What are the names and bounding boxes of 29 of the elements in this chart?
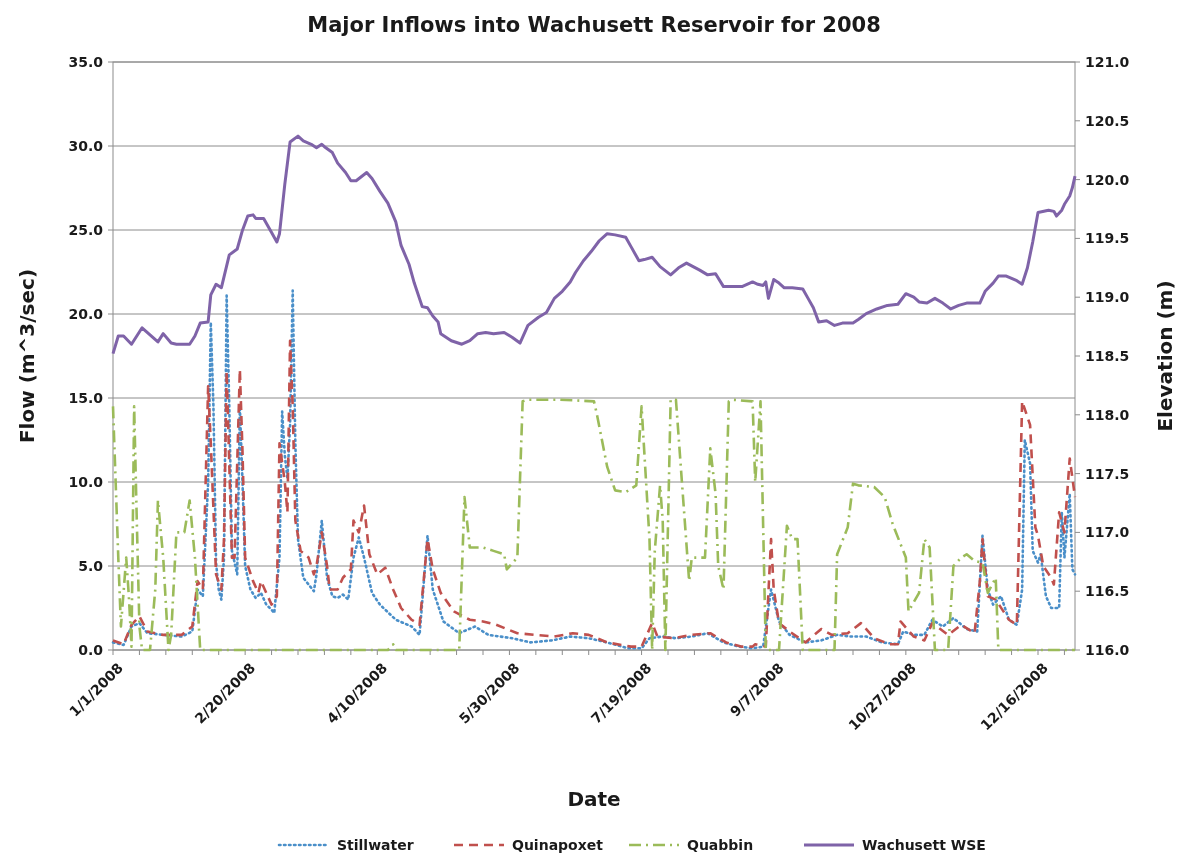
y-axis-title: Flow (m^3/sec) <box>15 268 39 444</box>
y-tick-label: 10.0 <box>68 473 104 490</box>
legend-label: Wachusett WSE <box>862 836 986 853</box>
y-tick-label: 25.0 <box>68 221 104 238</box>
y2-tick-label: 118.0 <box>1085 406 1130 423</box>
y2-tick-label: 119.5 <box>1085 230 1130 247</box>
y2-tick-label: 118.5 <box>1085 347 1130 364</box>
y2-tick-label: 116.0 <box>1085 641 1130 658</box>
y-tick-label: 30.0 <box>68 137 104 154</box>
y-tick-label: 0.0 <box>78 641 104 658</box>
x-axis-title: Date <box>567 787 621 811</box>
y-tick-label: 5.0 <box>78 557 104 574</box>
y2-tick-label: 116.5 <box>1085 583 1130 600</box>
chart-title: Major Inflows into Wachusett Reservoir for 2008 <box>307 13 881 37</box>
y-tick-label: 35.0 <box>68 53 104 70</box>
y2-tick-label: 117.0 <box>1085 524 1130 541</box>
y2-tick-label: 120.0 <box>1085 171 1130 188</box>
y-tick-label: 20.0 <box>68 305 104 322</box>
legend-label: Quabbin <box>687 836 754 853</box>
line-series <box>111 398 1077 652</box>
y2-tick-label: 120.5 <box>1085 112 1130 129</box>
line-series <box>111 134 1077 356</box>
legend-label: Stillwater <box>337 836 414 853</box>
y-tick-label: 15.0 <box>68 389 104 406</box>
y2-tick-label: 119.0 <box>1085 289 1130 306</box>
y2-tick-label: 117.5 <box>1085 465 1130 482</box>
y2-axis-title: Elevation (m) <box>1153 280 1177 432</box>
legend-label: Quinapoxet <box>512 836 604 853</box>
y2-tick-label: 121.0 <box>1085 53 1130 70</box>
